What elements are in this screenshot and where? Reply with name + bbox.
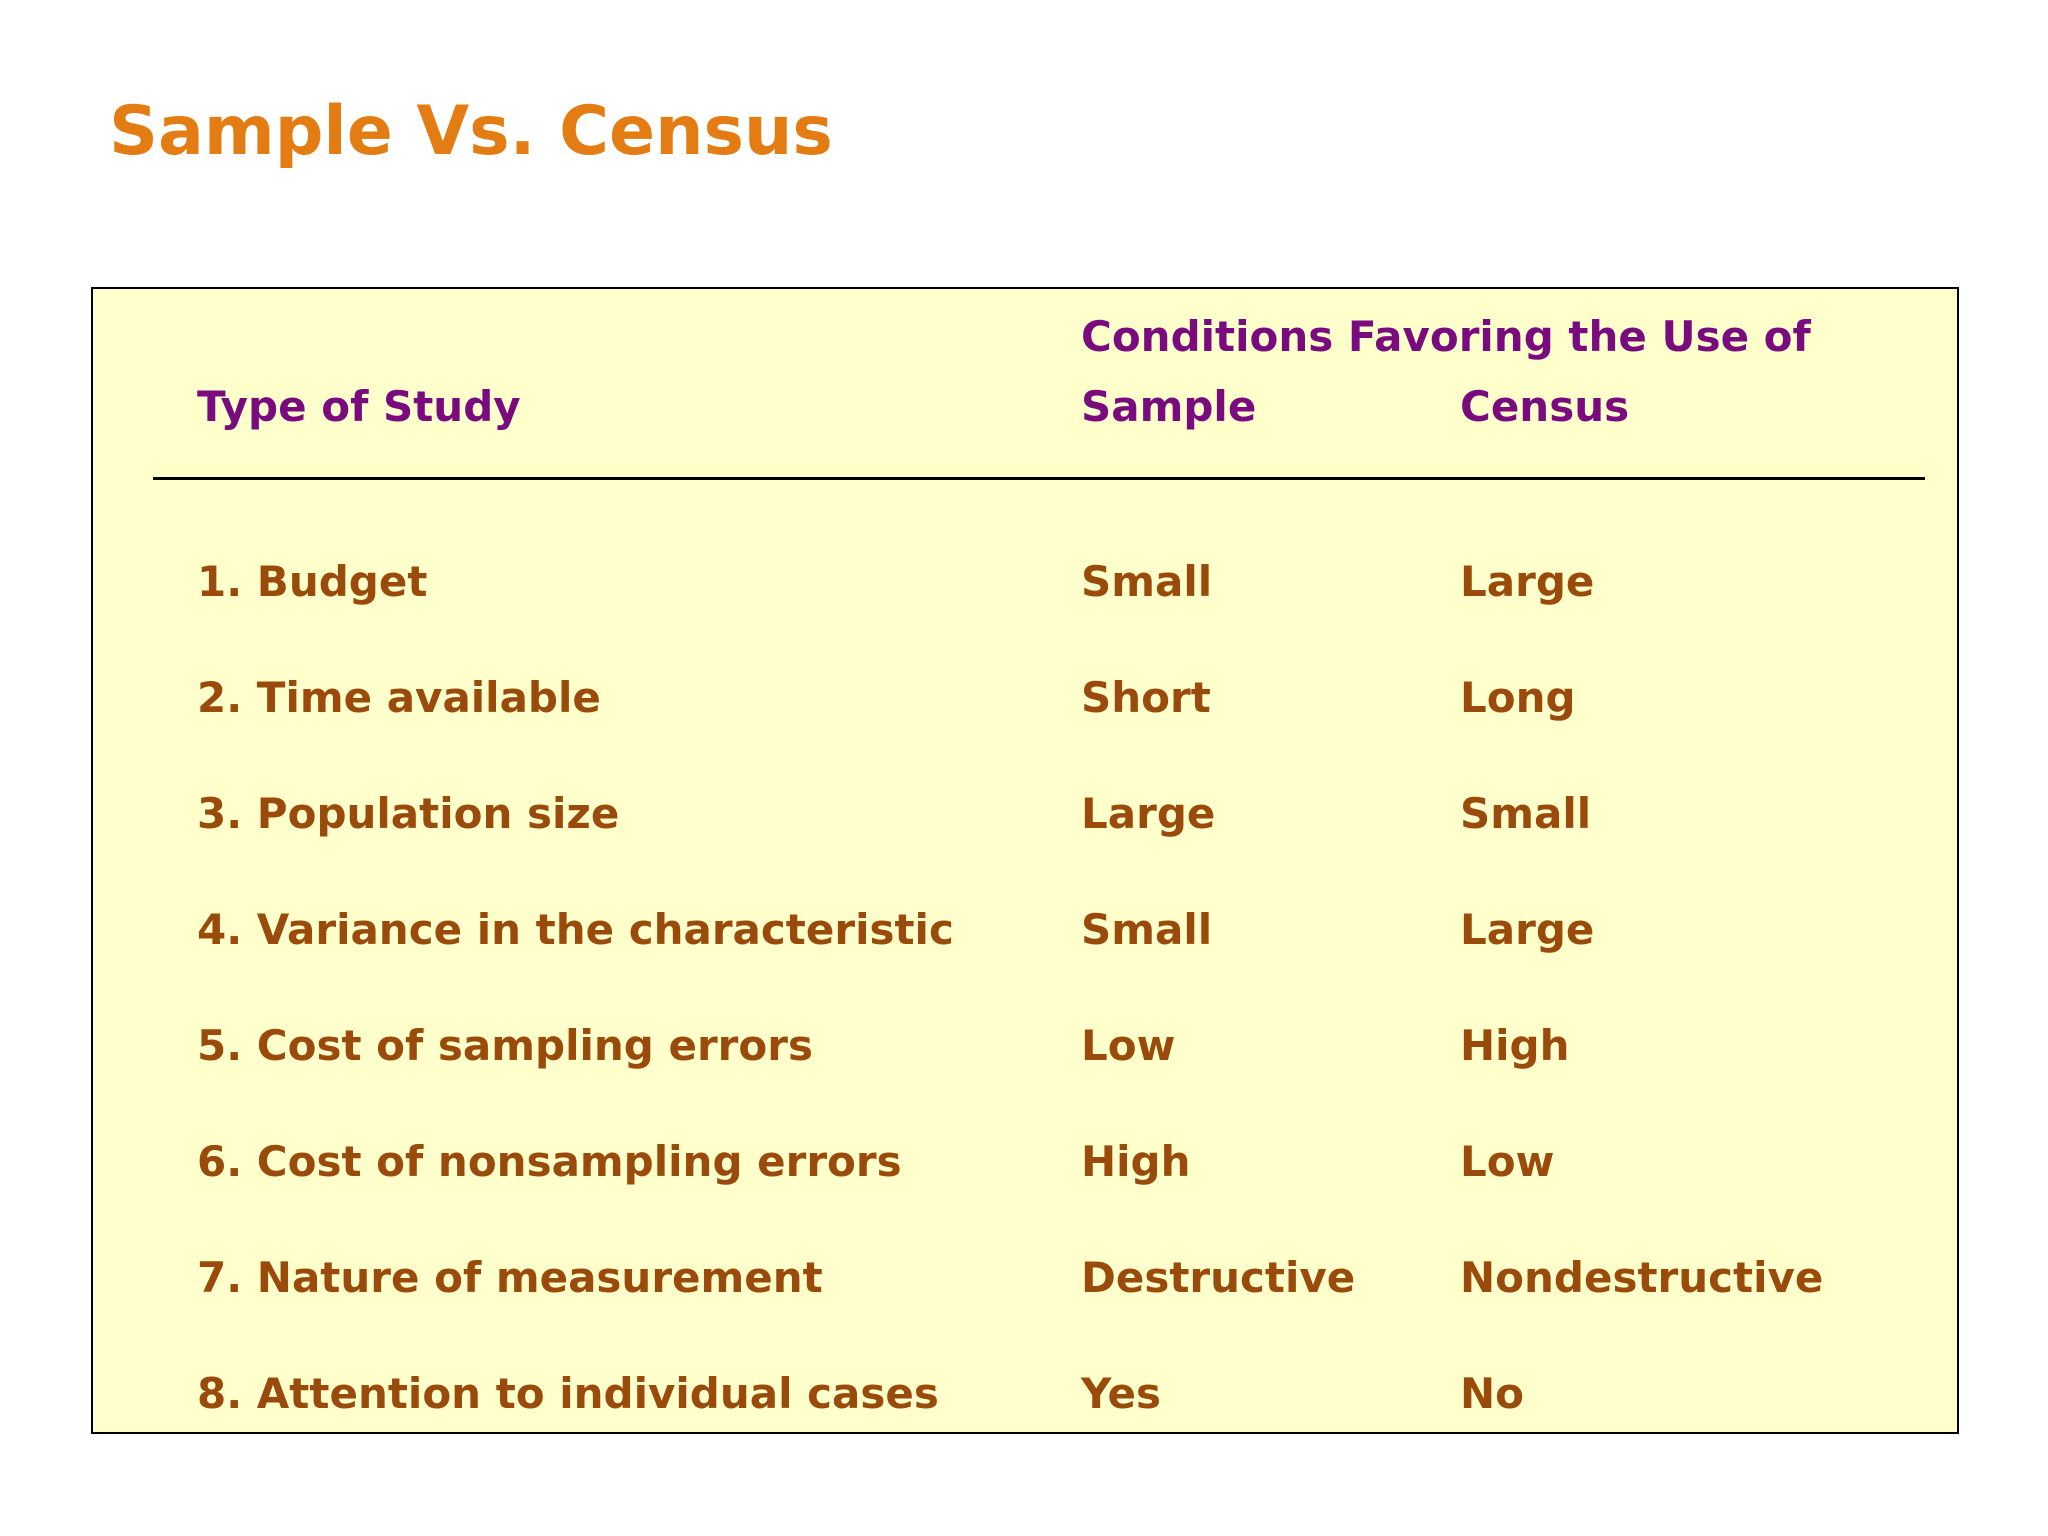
table-cell: Nondestructive bbox=[1460, 1253, 1824, 1302]
table-cell: 5. Cost of sampling errors bbox=[197, 1021, 813, 1070]
header-rule bbox=[153, 477, 1925, 480]
table-cell: 1. Budget bbox=[197, 557, 428, 606]
table-cell: Short bbox=[1081, 673, 1211, 722]
table-cell: Destructive bbox=[1081, 1253, 1356, 1302]
table-cell: Large bbox=[1081, 789, 1216, 838]
table-cell: Large bbox=[1460, 557, 1595, 606]
table-cell: Small bbox=[1460, 789, 1592, 838]
table-cell: Yes bbox=[1081, 1369, 1162, 1418]
table-cell: Large bbox=[1460, 905, 1595, 954]
table-cell: 3. Population size bbox=[197, 789, 620, 838]
header-cell: Type of Study bbox=[197, 382, 521, 431]
table-cell: 4. Variance in the characteristic bbox=[197, 905, 954, 954]
table-cell: 2. Time available bbox=[197, 673, 601, 722]
table-cell: 6. Cost of nonsampling errors bbox=[197, 1137, 902, 1186]
header-cell: Sample bbox=[1081, 382, 1257, 431]
table-cell: Small bbox=[1081, 557, 1213, 606]
header-cell: Census bbox=[1460, 382, 1630, 431]
table-cell: Small bbox=[1081, 905, 1213, 954]
table-cell: Low bbox=[1460, 1137, 1555, 1186]
table-cell: No bbox=[1460, 1369, 1525, 1418]
table-cell: Low bbox=[1081, 1021, 1176, 1070]
super-header: Conditions Favoring the Use of bbox=[1081, 312, 1811, 361]
table-cell: 8. Attention to individual cases bbox=[197, 1369, 939, 1418]
table-cell: Long bbox=[1460, 673, 1576, 722]
table-cell: 7. Nature of measurement bbox=[197, 1253, 823, 1302]
table-cell: High bbox=[1460, 1021, 1570, 1070]
table-cell: High bbox=[1081, 1137, 1191, 1186]
title: Sample Vs. Census bbox=[109, 92, 833, 171]
